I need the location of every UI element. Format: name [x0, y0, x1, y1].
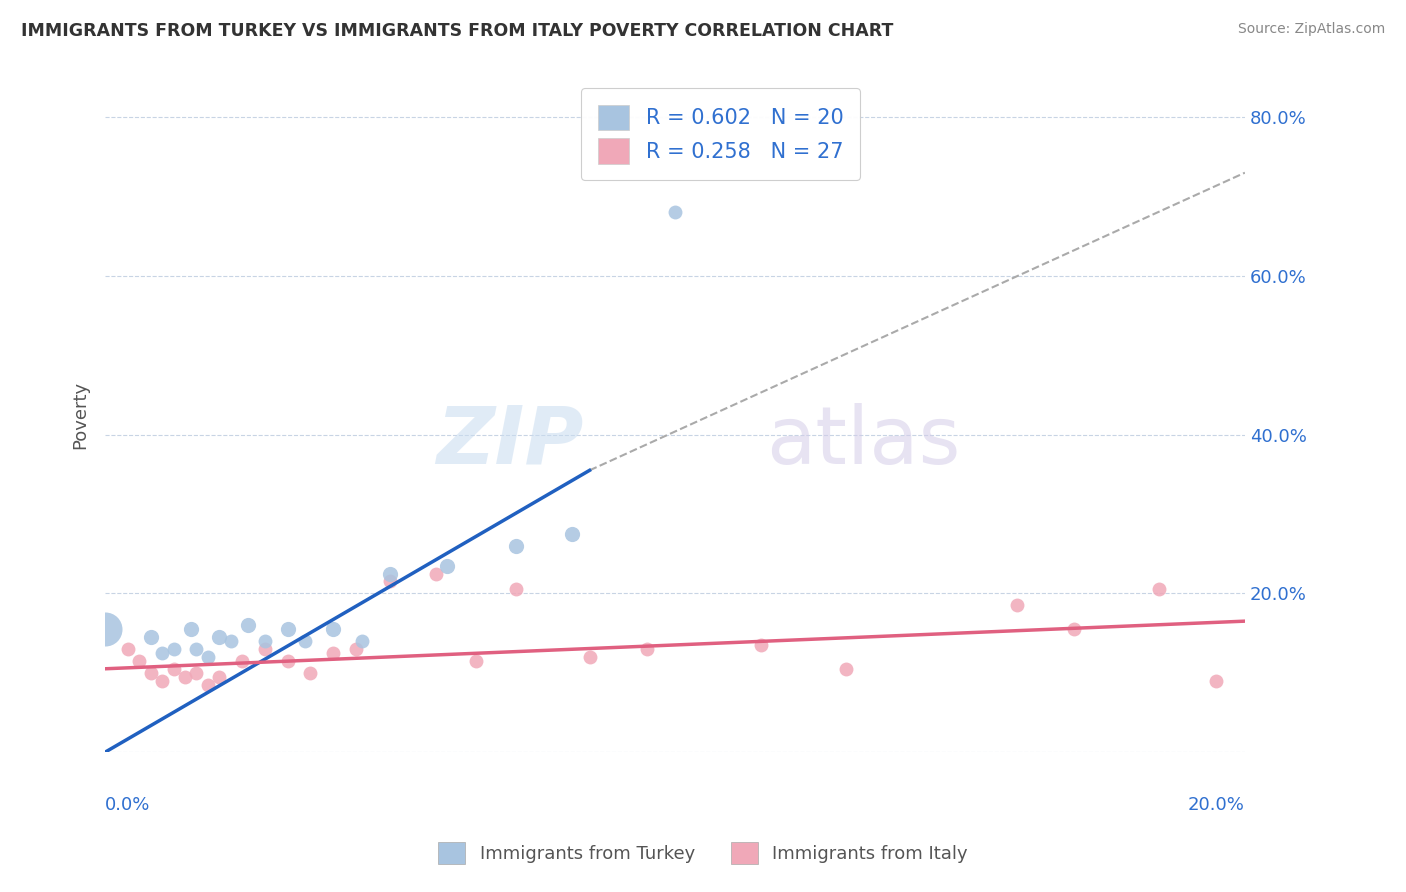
- Point: [174, 670, 197, 684]
- Point: [378, 566, 401, 581]
- Point: [150, 646, 173, 660]
- Point: [277, 654, 299, 668]
- Point: [1149, 582, 1171, 597]
- Point: [436, 558, 458, 573]
- Point: [344, 642, 367, 657]
- Text: Source: ZipAtlas.com: Source: ZipAtlas.com: [1237, 22, 1385, 37]
- Point: [294, 634, 316, 648]
- Point: [1205, 673, 1227, 688]
- Point: [236, 618, 259, 632]
- Point: [94, 622, 117, 636]
- Point: [277, 622, 299, 636]
- Point: [117, 642, 139, 657]
- Point: [180, 622, 202, 636]
- Point: [219, 634, 242, 648]
- Point: [186, 642, 208, 657]
- Point: [664, 205, 686, 219]
- Point: [197, 678, 219, 692]
- Point: [208, 670, 231, 684]
- Text: 20.0%: 20.0%: [1188, 796, 1244, 814]
- Point: [208, 630, 231, 644]
- Point: [636, 642, 658, 657]
- Point: [162, 642, 184, 657]
- Point: [322, 646, 344, 660]
- Point: [578, 649, 600, 664]
- Point: [505, 539, 527, 553]
- Point: [505, 582, 527, 597]
- Point: [1005, 599, 1028, 613]
- Point: [835, 662, 858, 676]
- Point: [464, 654, 486, 668]
- Point: [378, 574, 401, 589]
- Legend: R = 0.602   N = 20, R = 0.258   N = 27: R = 0.602 N = 20, R = 0.258 N = 27: [581, 87, 860, 180]
- Text: atlas: atlas: [766, 403, 960, 481]
- Point: [299, 665, 322, 680]
- Point: [139, 630, 162, 644]
- Point: [253, 634, 276, 648]
- Point: [1063, 622, 1085, 636]
- Text: ZIP: ZIP: [436, 403, 583, 481]
- Point: [350, 634, 373, 648]
- Legend: Immigrants from Turkey, Immigrants from Italy: Immigrants from Turkey, Immigrants from …: [423, 828, 983, 879]
- Y-axis label: Poverty: Poverty: [72, 381, 89, 449]
- Point: [197, 649, 219, 664]
- Point: [128, 654, 150, 668]
- Point: [162, 662, 184, 676]
- Text: IMMIGRANTS FROM TURKEY VS IMMIGRANTS FROM ITALY POVERTY CORRELATION CHART: IMMIGRANTS FROM TURKEY VS IMMIGRANTS FRO…: [21, 22, 893, 40]
- Point: [425, 566, 447, 581]
- Point: [561, 526, 583, 541]
- Point: [322, 622, 344, 636]
- Point: [231, 654, 253, 668]
- Point: [186, 665, 208, 680]
- Point: [150, 673, 173, 688]
- Point: [253, 642, 276, 657]
- Point: [139, 665, 162, 680]
- Point: [749, 638, 772, 652]
- Text: 0.0%: 0.0%: [105, 796, 150, 814]
